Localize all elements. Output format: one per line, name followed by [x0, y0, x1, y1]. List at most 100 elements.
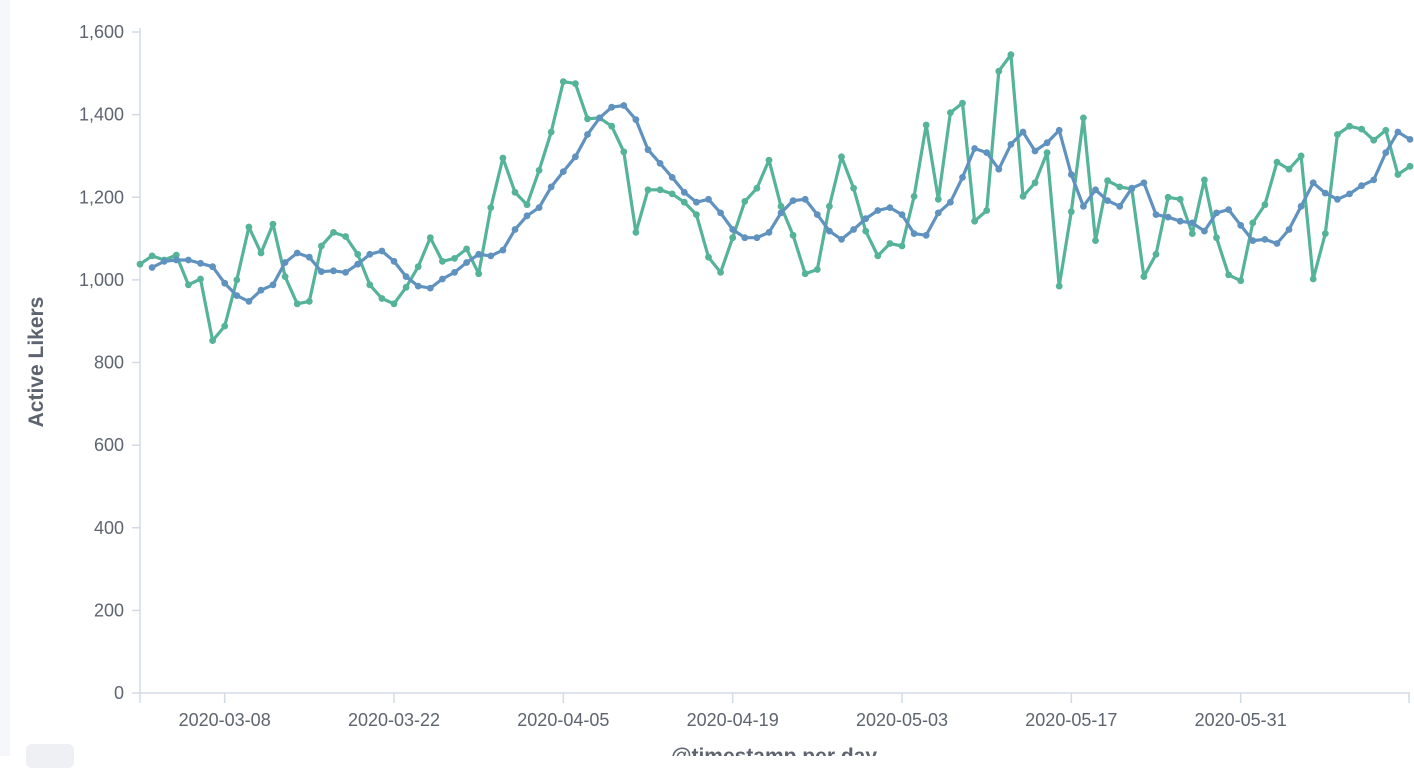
data-point[interactable]: [777, 209, 785, 217]
data-point[interactable]: [862, 215, 870, 223]
data-point[interactable]: [451, 269, 458, 276]
data-point[interactable]: [245, 298, 253, 305]
data-point[interactable]: [1249, 219, 1257, 227]
data-point[interactable]: [1201, 176, 1208, 184]
data-point[interactable]: [1406, 136, 1414, 143]
data-point[interactable]: [293, 249, 301, 257]
data-point[interactable]: [1358, 182, 1365, 190]
data-point[interactable]: [1297, 202, 1305, 210]
data-point[interactable]: [499, 246, 507, 254]
data-point[interactable]: [342, 269, 349, 276]
data-point[interactable]: [753, 184, 761, 192]
data-point[interactable]: [1346, 122, 1353, 130]
data-point[interactable]: [838, 236, 845, 243]
data-point[interactable]: [813, 211, 821, 219]
data-point[interactable]: [1176, 217, 1184, 225]
data-point[interactable]: [1309, 179, 1317, 187]
data-point[interactable]: [305, 253, 313, 261]
data-point[interactable]: [172, 251, 180, 259]
data-point[interactable]: [705, 253, 712, 261]
data-point[interactable]: [947, 109, 954, 116]
data-point[interactable]: [584, 131, 591, 138]
data-point[interactable]: [330, 229, 337, 236]
data-point[interactable]: [511, 188, 519, 196]
data-point[interactable]: [330, 267, 337, 275]
data-point[interactable]: [777, 202, 785, 210]
data-point[interactable]: [789, 197, 797, 205]
data-point[interactable]: [1285, 226, 1293, 233]
data-point[interactable]: [765, 229, 773, 236]
data-point[interactable]: [1370, 176, 1378, 184]
data-point[interactable]: [1152, 250, 1160, 258]
data-point[interactable]: [813, 266, 821, 273]
data-point[interactable]: [1188, 230, 1196, 238]
data-point[interactable]: [826, 202, 833, 210]
data-point[interactable]: [1249, 237, 1257, 245]
data-point[interactable]: [1370, 136, 1378, 144]
data-point[interactable]: [1092, 237, 1099, 245]
data-point[interactable]: [1031, 179, 1039, 187]
data-point[interactable]: [475, 270, 483, 278]
data-point[interactable]: [1261, 201, 1269, 209]
data-point[interactable]: [257, 249, 265, 257]
data-point[interactable]: [439, 275, 446, 283]
data-point[interactable]: [487, 204, 495, 212]
data-point[interactable]: [269, 220, 277, 228]
data-point[interactable]: [1080, 114, 1087, 122]
data-point[interactable]: [1140, 273, 1148, 280]
data-point[interactable]: [850, 184, 857, 192]
data-point[interactable]: [1321, 230, 1329, 238]
data-point[interactable]: [172, 256, 180, 264]
data-point[interactable]: [1031, 147, 1039, 155]
data-point[interactable]: [850, 226, 857, 233]
data-point[interactable]: [233, 292, 241, 299]
data-point[interactable]: [1273, 240, 1281, 247]
data-point[interactable]: [547, 183, 555, 191]
data-point[interactable]: [269, 281, 277, 289]
data-point[interactable]: [414, 282, 422, 290]
data-point[interactable]: [559, 168, 567, 176]
legend-toggle-button[interactable]: [26, 744, 74, 768]
data-point[interactable]: [995, 67, 1003, 75]
data-point[interactable]: [1201, 227, 1208, 235]
data-point[interactable]: [934, 209, 942, 217]
data-point[interactable]: [390, 300, 398, 308]
data-point[interactable]: [1334, 131, 1341, 138]
data-point[interactable]: [608, 122, 616, 130]
data-point[interactable]: [547, 128, 555, 136]
data-point[interactable]: [354, 260, 362, 268]
data-point[interactable]: [1297, 152, 1305, 160]
data-point[interactable]: [1055, 126, 1063, 134]
data-point[interactable]: [1164, 193, 1172, 201]
data-point[interactable]: [160, 257, 168, 265]
data-point[interactable]: [185, 256, 192, 264]
data-point[interactable]: [596, 114, 603, 122]
data-point[interactable]: [197, 259, 204, 267]
data-point[interactable]: [463, 245, 470, 253]
data-point[interactable]: [439, 257, 446, 265]
data-point[interactable]: [693, 198, 700, 206]
data-point[interactable]: [886, 240, 894, 247]
data-point[interactable]: [1116, 183, 1124, 191]
data-point[interactable]: [1285, 165, 1293, 173]
data-point[interactable]: [826, 227, 833, 235]
data-point[interactable]: [717, 209, 724, 217]
data-point[interactable]: [293, 300, 301, 308]
data-point[interactable]: [1176, 195, 1184, 203]
data-point[interactable]: [717, 269, 724, 276]
data-point[interactable]: [318, 268, 325, 275]
data-point[interactable]: [354, 250, 362, 258]
data-point[interactable]: [463, 259, 470, 266]
data-point[interactable]: [318, 242, 325, 250]
data-point[interactable]: [366, 250, 374, 258]
data-point[interactable]: [1213, 234, 1220, 242]
data-point[interactable]: [1261, 236, 1269, 243]
data-point[interactable]: [898, 242, 906, 250]
data-point[interactable]: [1394, 171, 1402, 178]
data-point[interactable]: [1382, 149, 1390, 157]
data-point[interactable]: [378, 247, 386, 255]
data-point[interactable]: [729, 226, 737, 233]
data-point[interactable]: [959, 99, 966, 107]
data-point[interactable]: [1394, 128, 1402, 136]
data-point[interactable]: [693, 211, 700, 219]
